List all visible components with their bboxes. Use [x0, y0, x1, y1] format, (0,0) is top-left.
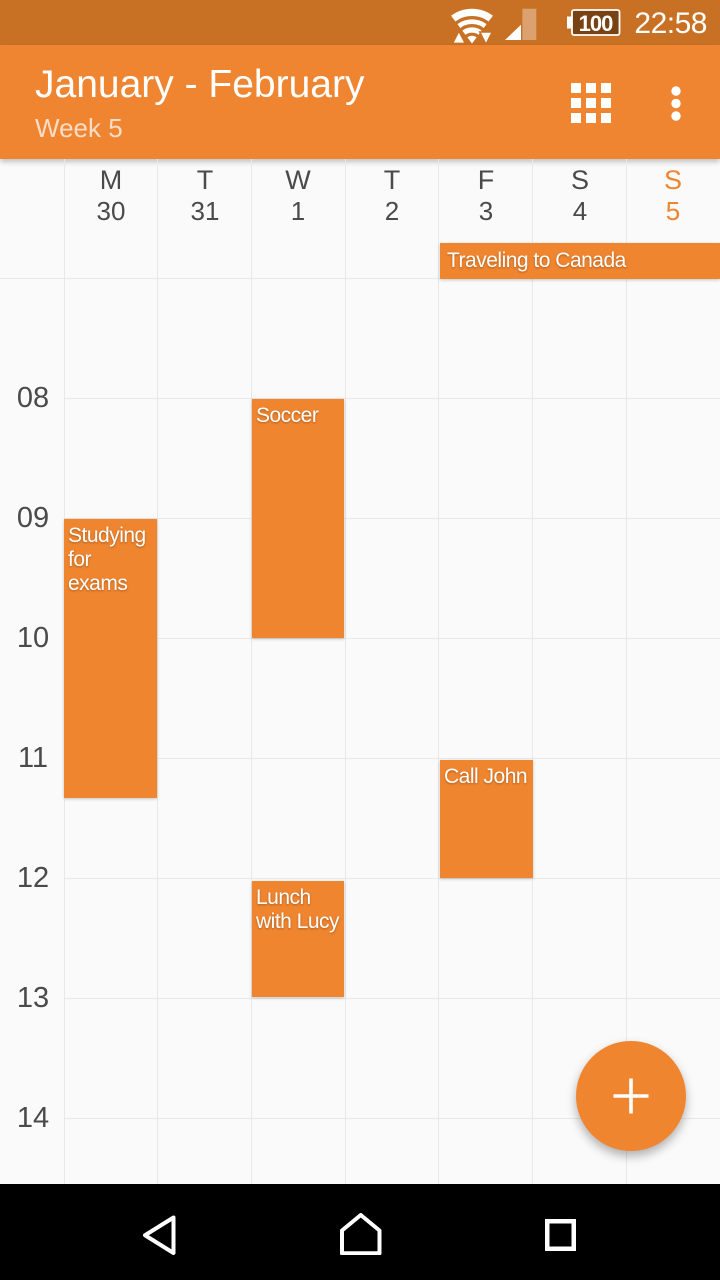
svg-text:100: 100	[579, 11, 613, 36]
